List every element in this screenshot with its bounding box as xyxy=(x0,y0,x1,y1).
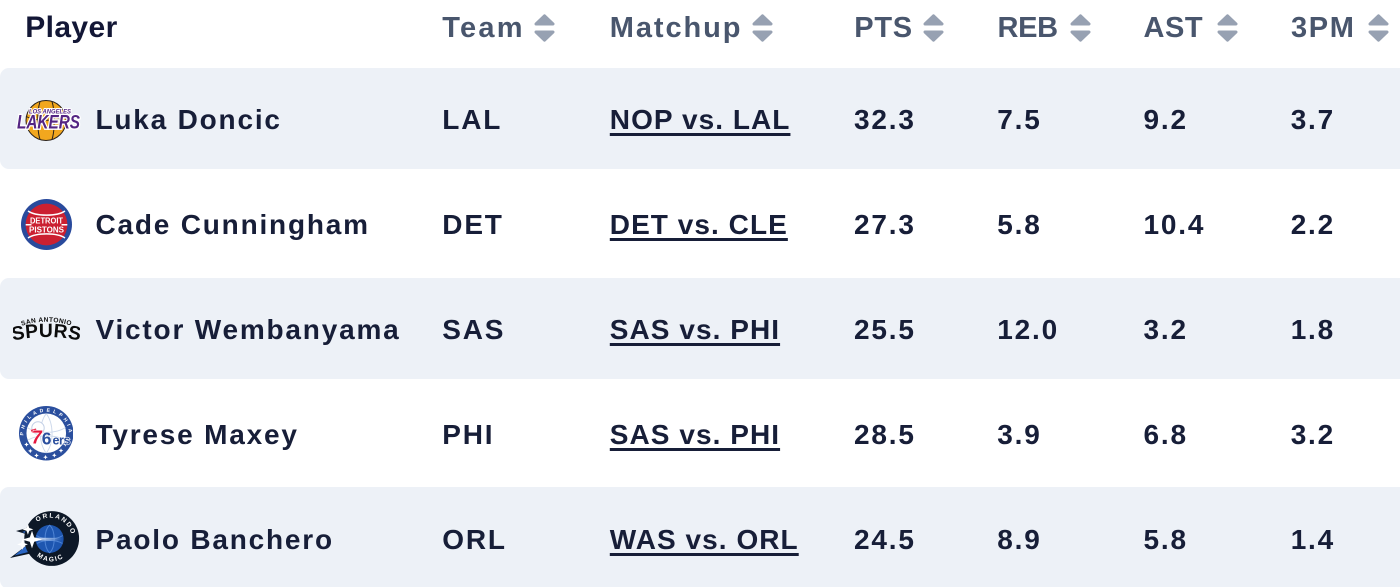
svg-text:6: 6 xyxy=(41,429,51,449)
svg-text:LAKERS: LAKERS xyxy=(17,113,80,134)
svg-text:ers: ers xyxy=(52,434,70,448)
svg-text:MAGIC: MAGIC xyxy=(36,552,66,564)
svg-text:SPURS: SPURS xyxy=(13,321,80,344)
svg-text:LOS ANGELES: LOS ANGELES xyxy=(29,109,71,115)
svg-text:PISTONS: PISTONS xyxy=(29,225,64,235)
svg-text:DETROIT: DETROIT xyxy=(30,216,64,226)
svg-text:SAN ANTONIO: SAN ANTONIO xyxy=(20,317,72,328)
svg-text:7: 7 xyxy=(31,427,42,447)
